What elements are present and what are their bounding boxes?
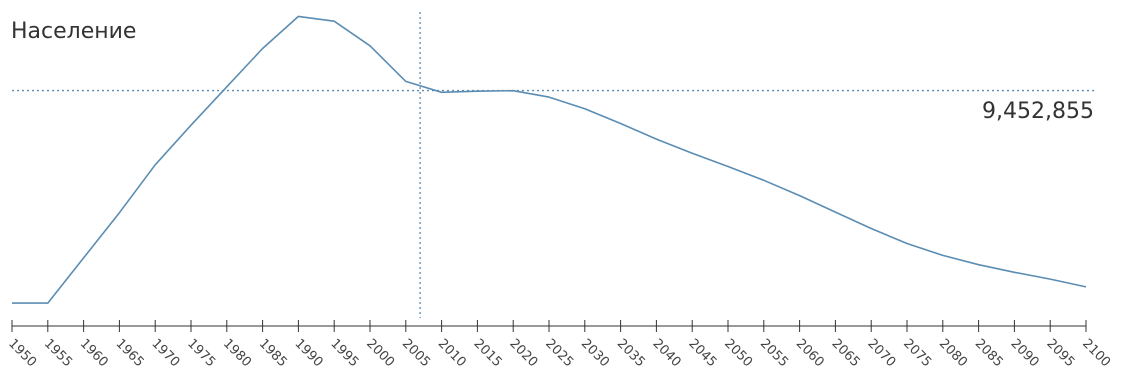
x-tick-label-2070: 2070 <box>864 336 898 370</box>
x-tick-label-2090: 2090 <box>1008 336 1042 370</box>
x-tick-label-2030: 2030 <box>578 336 612 370</box>
x-tick-label-1985: 1985 <box>256 336 290 370</box>
x-tick-label-2005: 2005 <box>399 336 433 370</box>
x-tick-label-1965: 1965 <box>113 336 147 370</box>
x-tick-label-2020: 2020 <box>506 336 540 370</box>
x-tick-label-2080: 2080 <box>936 336 970 370</box>
x-tick-label-2050: 2050 <box>721 336 755 370</box>
x-tick-label-1975: 1975 <box>184 336 218 370</box>
x-tick-label-1950: 1950 <box>5 336 39 370</box>
x-tick-label-1955: 1955 <box>41 336 75 370</box>
crosshair <box>12 12 1094 318</box>
x-tick-label-2075: 2075 <box>900 336 934 370</box>
x-tick-label-1960: 1960 <box>77 336 111 370</box>
x-tick-label-2060: 2060 <box>793 336 827 370</box>
x-tick-label-1980: 1980 <box>220 336 254 370</box>
x-tick-label-2085: 2085 <box>972 336 1006 370</box>
x-tick-label-2040: 2040 <box>650 336 684 370</box>
x-tick-label-1970: 1970 <box>148 336 182 370</box>
x-tick-label-1995: 1995 <box>327 336 361 370</box>
x-tick-label-1990: 1990 <box>292 336 326 370</box>
x-tick-label-2100: 2100 <box>1079 336 1113 370</box>
x-tick-label-2095: 2095 <box>1043 336 1077 370</box>
x-tick-label-2025: 2025 <box>542 336 576 370</box>
x-tick-label-2045: 2045 <box>685 336 719 370</box>
y-axis-label: Население <box>11 19 136 44</box>
x-tick-label-2000: 2000 <box>363 336 397 370</box>
series-layer <box>12 15 1087 304</box>
x-tick-label-2015: 2015 <box>471 336 505 370</box>
x-tick-label-2065: 2065 <box>829 336 863 370</box>
x-tick-label-2010: 2010 <box>435 336 469 370</box>
x-axis: 1950 1955 1960 1965 1970 1975 1980 1985 1990 1995… <box>5 320 1113 370</box>
x-tick-label-2035: 2035 <box>614 336 648 370</box>
hover-value-label: 9,452,855 <box>982 99 1094 124</box>
series-line-0 <box>12 15 1087 304</box>
x-tick-label-2055: 2055 <box>757 336 791 370</box>
